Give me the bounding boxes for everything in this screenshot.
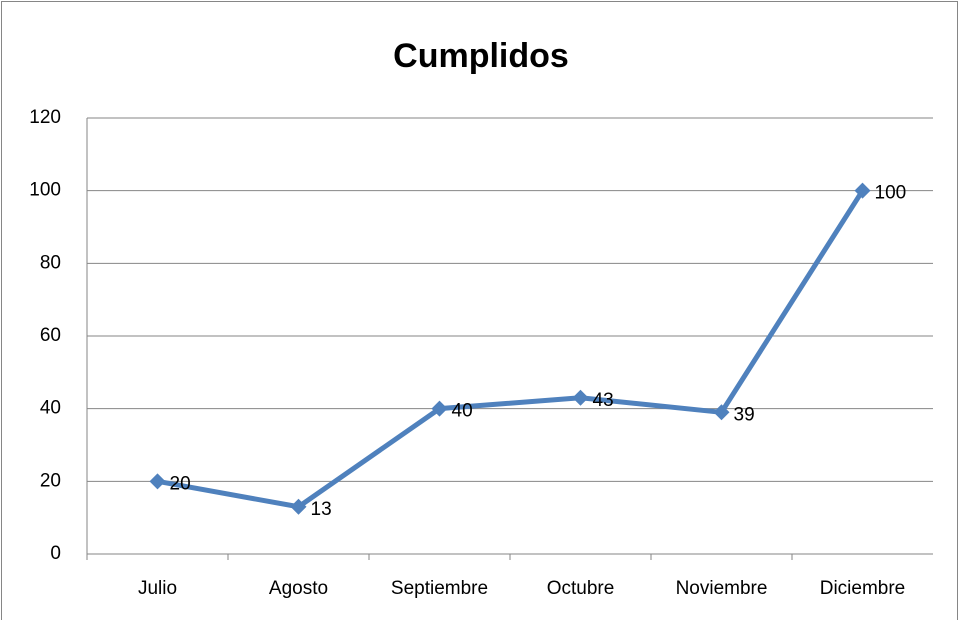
x-tick-label: Agosto bbox=[269, 578, 328, 599]
y-tick-label: 80 bbox=[40, 252, 61, 273]
marker bbox=[290, 498, 307, 515]
marker bbox=[431, 400, 448, 417]
y-tick-label: 120 bbox=[29, 107, 61, 128]
x-tick-label: Septiembre bbox=[391, 578, 488, 599]
x-tick-label: Julio bbox=[138, 578, 177, 599]
y-tick-label: 60 bbox=[40, 325, 61, 346]
y-tick-label: 20 bbox=[40, 470, 61, 491]
marker bbox=[149, 473, 166, 490]
data-label: 39 bbox=[734, 404, 755, 425]
data-label: 20 bbox=[170, 473, 191, 494]
y-tick-label: 0 bbox=[50, 543, 61, 564]
x-tick-label: Diciembre bbox=[820, 578, 906, 599]
marker bbox=[572, 389, 589, 406]
data-label: 100 bbox=[875, 183, 907, 204]
data-label: 43 bbox=[593, 390, 614, 411]
x-tick-label: Noviembre bbox=[676, 578, 768, 599]
data-label: 13 bbox=[311, 499, 332, 520]
line bbox=[157, 189, 865, 510]
y-tick-label: 40 bbox=[40, 398, 61, 419]
x-tick-label: Octubre bbox=[547, 578, 615, 599]
marker bbox=[854, 182, 871, 199]
y-tick-label: 100 bbox=[29, 180, 61, 201]
marker bbox=[713, 404, 730, 421]
chart-title: Cumplidos bbox=[393, 37, 569, 75]
data-label: 40 bbox=[452, 401, 473, 422]
